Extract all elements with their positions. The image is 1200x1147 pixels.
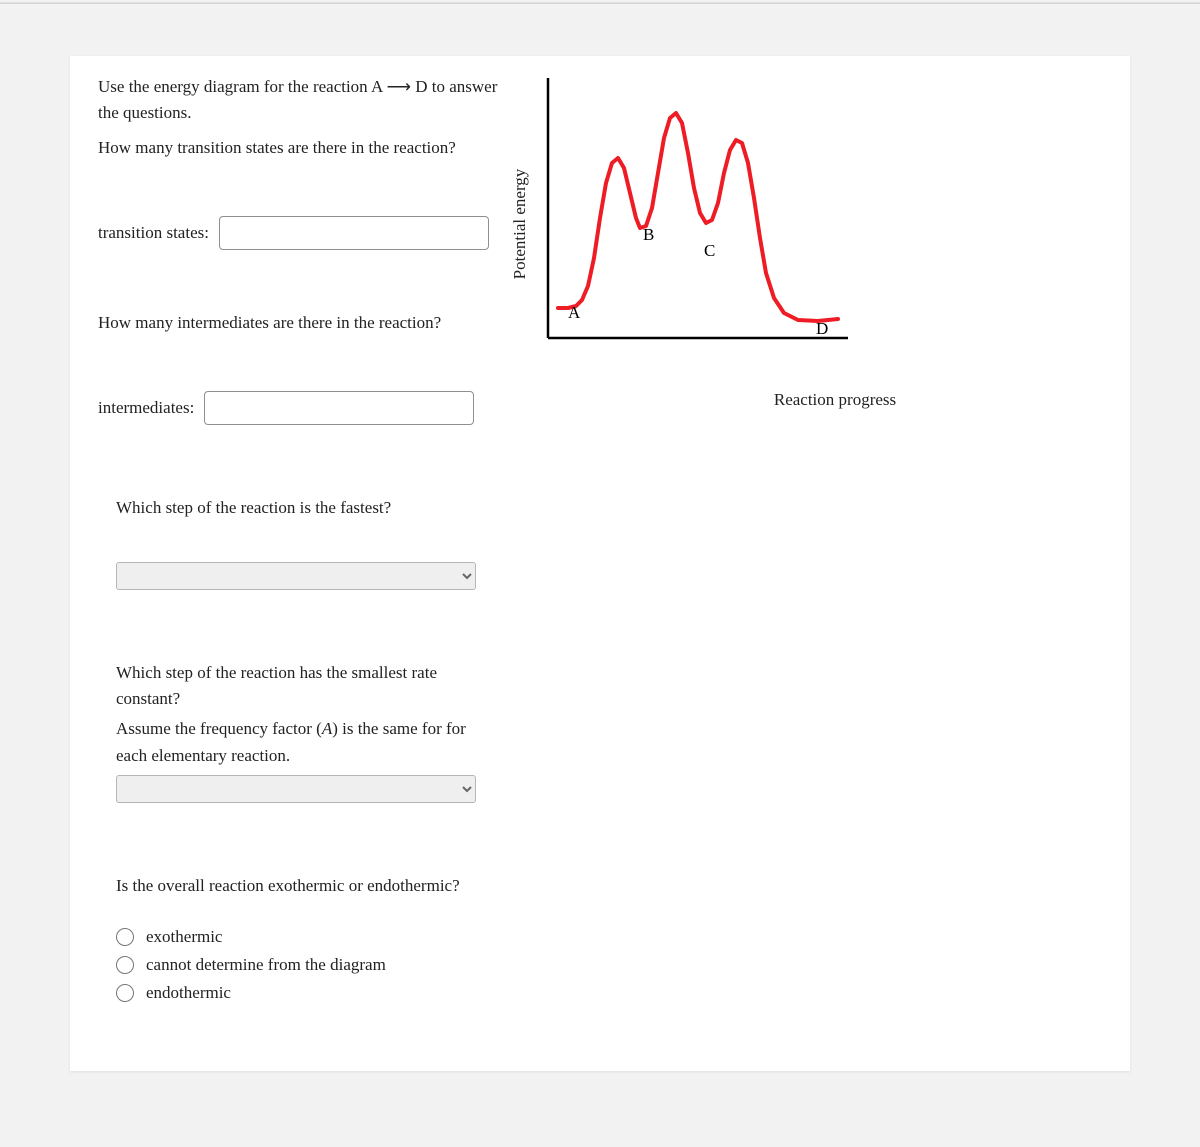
transition-states-input[interactable] <box>219 216 489 250</box>
intermediates-prompt: How many intermediates are there in the … <box>98 310 498 336</box>
top-row: Use the energy diagram for the reaction … <box>98 74 1102 1011</box>
top-divider <box>0 2 1200 4</box>
thermo-label-1: cannot determine from the diagram <box>146 955 386 975</box>
thermo-option-1: cannot determine from the diagram <box>116 955 498 975</box>
smallest-k-prefix: Assume the frequency factor ( <box>116 719 322 738</box>
fastest-step-prompt: Which step of the reaction is the fastes… <box>116 495 498 521</box>
thermo-options: exothermic cannot determine from the dia… <box>116 927 498 1003</box>
svg-text:B: B <box>643 225 654 244</box>
thermo-block: Is the overall reaction exothermic or en… <box>116 873 498 1003</box>
arrow-glyph: ⟶ <box>387 77 411 96</box>
page: Use the energy diagram for the reaction … <box>0 0 1200 1147</box>
thermo-option-2: endothermic <box>116 983 498 1003</box>
energy-svg: A B C D <box>538 78 858 348</box>
intro-prefix: Use the energy diagram for the reaction … <box>98 77 387 96</box>
smallest-k-block: Which step of the reaction has the small… <box>116 660 498 803</box>
smallest-k-select[interactable] <box>116 775 476 803</box>
fastest-step-block: Which step of the reaction is the fastes… <box>116 495 498 589</box>
transition-states-field: transition states: <box>98 216 498 250</box>
transition-states-label: transition states: <box>98 223 209 243</box>
intro-line1: Use the energy diagram for the reaction … <box>98 74 498 127</box>
intermediates-field: intermediates: <box>98 391 498 425</box>
thermo-option-0: exothermic <box>116 927 498 947</box>
question-card: Use the energy diagram for the reaction … <box>70 56 1130 1071</box>
intermediates-input[interactable] <box>204 391 474 425</box>
smallest-k-line1: Which step of the reaction has the small… <box>116 660 498 713</box>
thermo-radio-0[interactable] <box>116 928 134 946</box>
svg-text:A: A <box>568 303 581 322</box>
svg-text:C: C <box>704 241 715 260</box>
thermo-label-2: endothermic <box>146 983 231 1003</box>
right-column: Potential energy ABCD Reaction progress <box>518 74 1102 410</box>
left-column: Use the energy diagram for the reaction … <box>98 74 518 1011</box>
fastest-step-select[interactable] <box>116 562 476 590</box>
thermo-radio-1[interactable] <box>116 956 134 974</box>
svg-text:D: D <box>816 319 828 338</box>
intro-line2: How many transition states are there in … <box>98 135 498 161</box>
thermo-prompt: Is the overall reaction exothermic or en… <box>116 873 498 899</box>
smallest-k-line2: Assume the frequency factor (A) is the s… <box>116 716 498 769</box>
energy-diagram: Potential energy ABCD <box>538 78 878 378</box>
chart-ylabel: Potential energy <box>510 169 530 280</box>
chart-xlabel: Reaction progress <box>568 390 1102 410</box>
intermediates-label: intermediates: <box>98 398 194 418</box>
thermo-radio-2[interactable] <box>116 984 134 1002</box>
thermo-label-0: exothermic <box>146 927 222 947</box>
smallest-k-em: A <box>322 719 332 738</box>
